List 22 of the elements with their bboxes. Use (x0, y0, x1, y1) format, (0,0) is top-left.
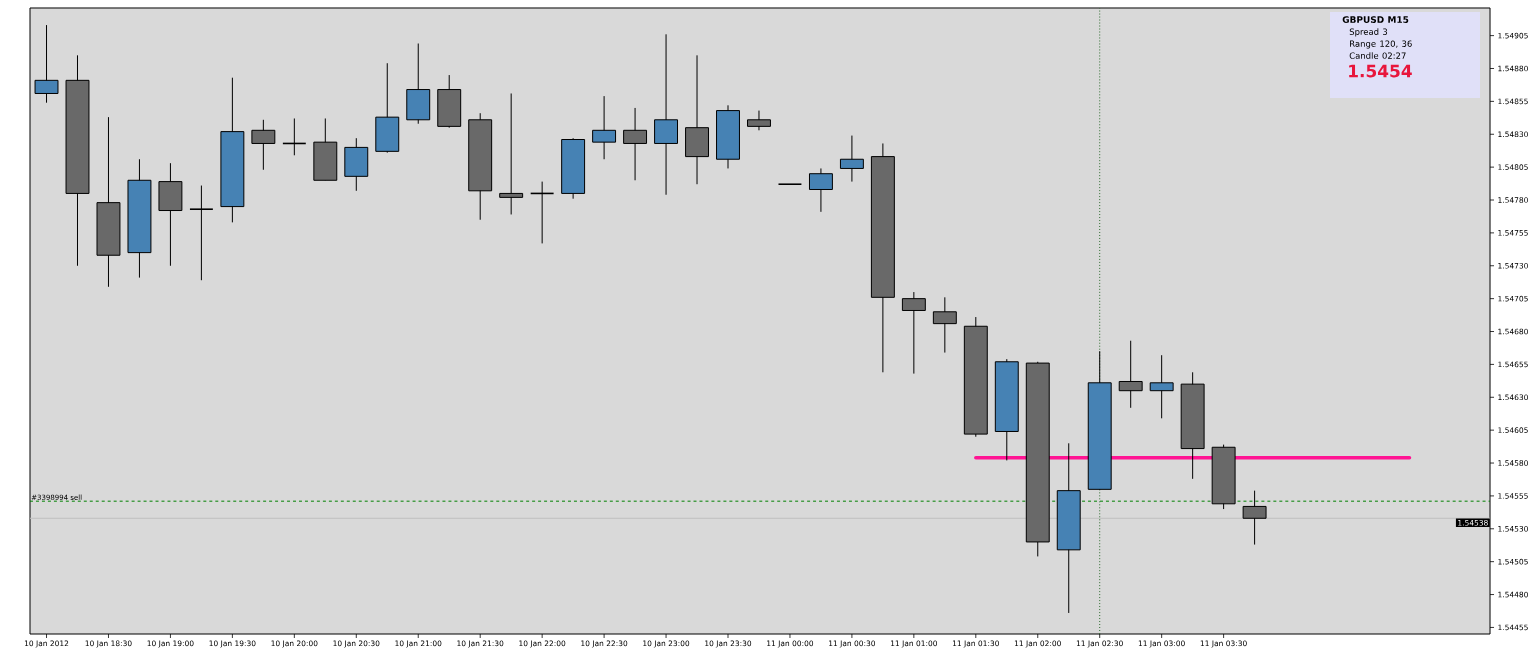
annotation: 1.5454 (1349, 64, 1412, 78)
candlestick (499, 92, 524, 215)
text: GBPUSD M15 (1342, 16, 1409, 23)
candlestick (901, 291, 926, 375)
candlestick (529, 181, 555, 244)
candlestick (747, 110, 771, 131)
candlestick (251, 119, 276, 171)
candlestick (1118, 340, 1143, 409)
candlestick (839, 135, 864, 183)
annotation: Spread 3 (1349, 28, 1388, 37)
annotation: Range 120, 36 (1350, 40, 1412, 49)
candlestick (808, 167, 833, 213)
candlestick (623, 107, 648, 181)
candlestick (282, 117, 307, 156)
candlestick (932, 296, 957, 354)
candlestick (34, 24, 59, 104)
candlestick (1149, 354, 1174, 419)
candlestick (654, 33, 679, 196)
annotation: Candle 02:27 (1349, 52, 1406, 59)
candlestick (592, 95, 617, 160)
candlestick (189, 185, 214, 281)
candlestick (1242, 490, 1267, 546)
